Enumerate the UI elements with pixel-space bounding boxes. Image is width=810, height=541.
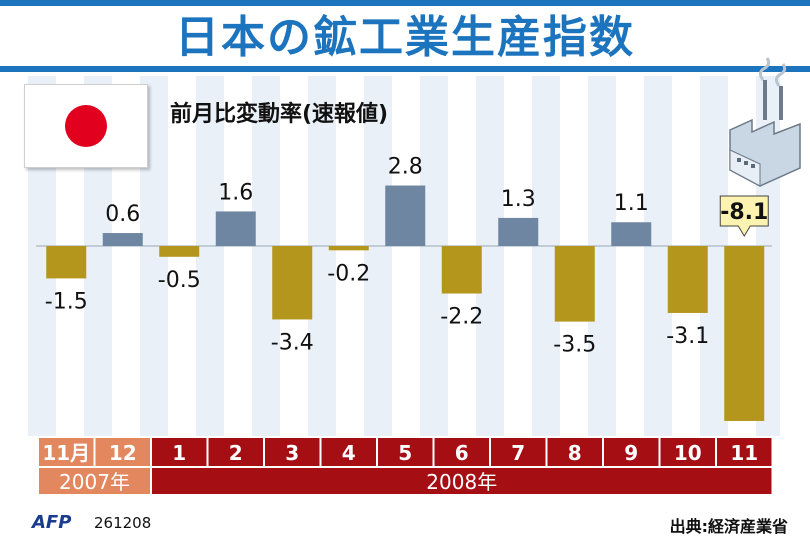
- tick-label-1: 12: [109, 441, 137, 465]
- value-label-6: 2.8: [388, 155, 423, 180]
- year-band-1: [152, 468, 772, 494]
- category-cell-11: [660, 438, 715, 466]
- tick-label-11: 10: [674, 441, 702, 465]
- flag-red-disc: [65, 105, 107, 147]
- title-rule-bottom: [0, 66, 810, 72]
- source-credit: 出典:経済産業省: [669, 517, 788, 536]
- tick-label-6: 5: [398, 441, 412, 465]
- category-cell-8: [491, 438, 546, 466]
- title-bar: 日本の鉱工業生産指数: [0, 0, 810, 72]
- value-label-11: -3.1: [666, 324, 709, 349]
- factory-icon: [729, 57, 801, 187]
- category-cell-4: [265, 438, 320, 466]
- bar-7: [441, 246, 482, 294]
- value-label-12: -8.1: [720, 200, 768, 225]
- category-cell-1: [95, 438, 150, 466]
- callout-box: [719, 195, 769, 237]
- bar-1: [102, 233, 143, 246]
- value-label-1: 0.6: [105, 202, 140, 227]
- tick-label-10: 9: [624, 441, 638, 465]
- value-label-5: -0.2: [327, 261, 370, 286]
- value-label-7: -2.2: [440, 305, 483, 330]
- tick-label-2: 1: [172, 441, 186, 465]
- bar-6: [385, 185, 426, 246]
- category-cell-12: [717, 438, 772, 466]
- value-label-4: -3.4: [271, 330, 314, 355]
- bar-4: [272, 246, 313, 320]
- category-cell-6: [378, 438, 433, 466]
- tick-label-3: 2: [229, 441, 243, 465]
- bar-2: [159, 246, 200, 257]
- value-label-0: -1.5: [45, 289, 88, 314]
- value-label-2: -0.5: [158, 268, 201, 293]
- bar-10: [611, 222, 652, 246]
- tick-label-7: 6: [455, 441, 469, 465]
- value-label-3: 1.6: [218, 180, 253, 205]
- tick-label-9: 8: [568, 441, 582, 465]
- title-rule-top: [0, 0, 810, 6]
- footer-code: 261208: [94, 514, 152, 532]
- tick-label-4: 3: [285, 441, 299, 465]
- category-cell-3: [208, 438, 263, 466]
- bar-5: [328, 246, 369, 251]
- bar-8: [498, 217, 539, 246]
- category-cell-9: [547, 438, 602, 466]
- year-label-1: 2008年: [426, 470, 497, 494]
- japan-flag-icon: [24, 84, 148, 168]
- year-label-0: 2007年: [59, 470, 130, 494]
- tick-label-12: 11: [730, 441, 758, 465]
- chart-subtitle: 前月比変動率(速報値): [170, 102, 389, 127]
- bar-11: [667, 246, 708, 313]
- bar-3: [215, 211, 256, 246]
- tick-label-5: 4: [342, 441, 356, 465]
- category-cell-10: [604, 438, 659, 466]
- year-band-0: [39, 468, 150, 494]
- category-cell-0: [39, 438, 94, 466]
- category-cell-2: [152, 438, 207, 466]
- value-label-10: 1.1: [614, 191, 649, 216]
- tick-label-8: 7: [511, 441, 525, 465]
- page-title: 日本の鉱工業生産指数: [175, 12, 635, 63]
- category-cell-5: [321, 438, 376, 466]
- bar-12: [724, 246, 765, 421]
- afp-logo: AFP: [32, 512, 72, 533]
- plot-background: [28, 76, 780, 436]
- category-cell-7: [434, 438, 489, 466]
- bar-9: [554, 246, 595, 322]
- bar-0: [46, 246, 87, 279]
- tick-label-0: 11月: [42, 441, 90, 465]
- value-label-8: 1.3: [501, 187, 536, 212]
- value-label-9: -3.5: [553, 333, 596, 358]
